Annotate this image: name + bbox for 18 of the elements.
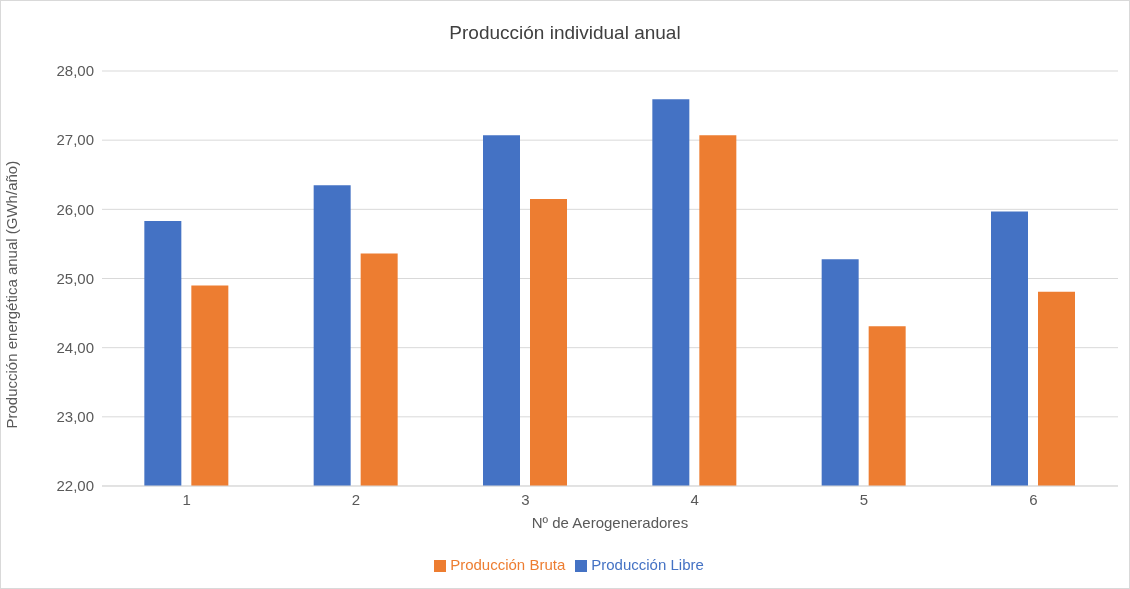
x-tick-label: 4 [690,490,699,508]
y-tick-label: 28,00 [56,62,94,80]
y-tick-label: 27,00 [56,131,94,149]
y-tick-label: 23,00 [56,408,94,426]
y-tick-label: 24,00 [56,338,94,356]
legend-label: Producción Bruta [450,556,566,573]
chart-title: Producción individual anual [448,22,682,44]
y-tick-label: 25,00 [56,269,94,287]
x-tick-label: 2 [351,490,361,508]
x-tick-label: 3 [521,490,530,508]
y-axis-title: Producción energética anual (GWh/año) [3,160,21,429]
legend-label: Producción Libre [591,556,704,573]
x-tick-label: 1 [182,490,191,508]
x-tick-label: 6 [1029,490,1038,508]
x-tick-label: 5 [859,490,869,508]
y-tick-label: 26,00 [56,200,94,218]
x-axis-title: Nº de Aerogeneradores [531,514,689,531]
y-tick-label: 22,00 [56,477,94,495]
